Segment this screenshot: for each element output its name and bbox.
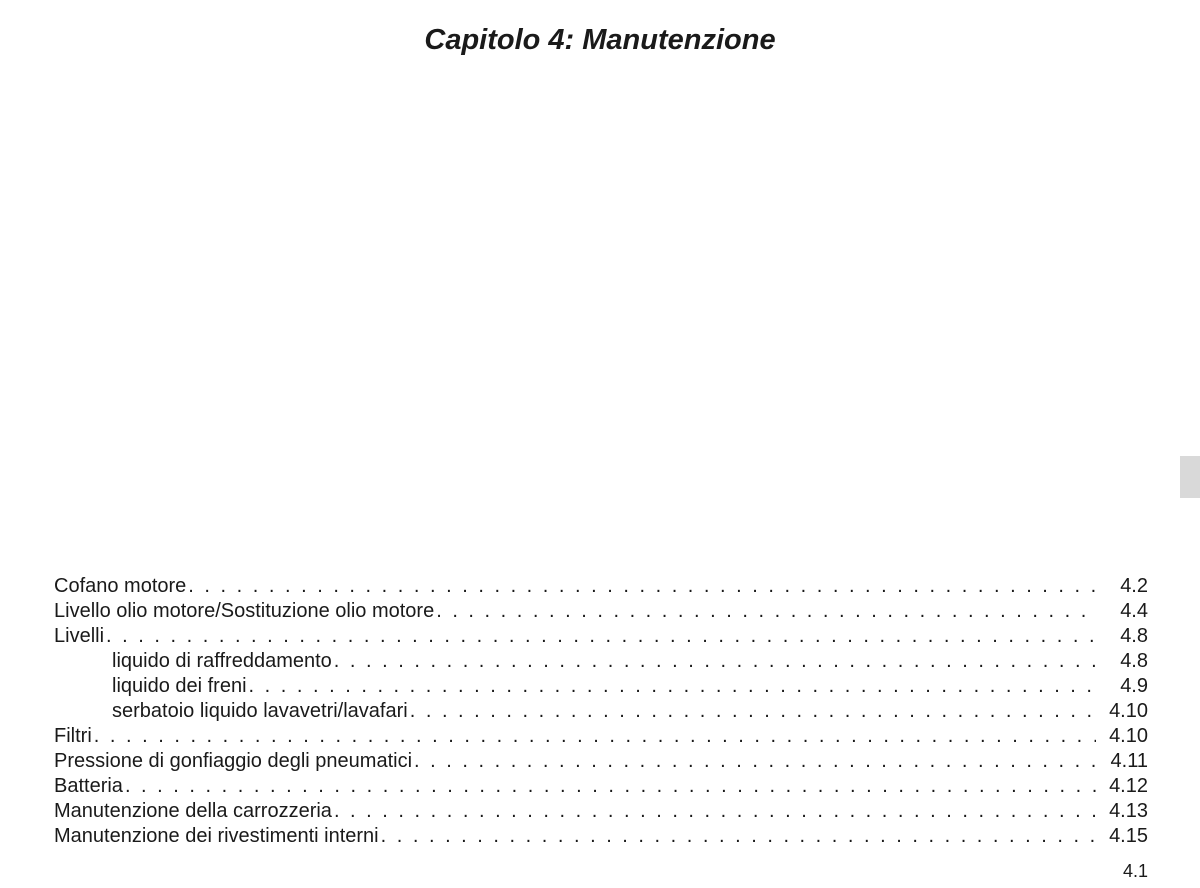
toc-entry-page: 4.11 — [1096, 749, 1148, 774]
toc-row: Manutenzione dei rivestimenti interni 4.1… — [54, 824, 1148, 849]
toc-entry-label: Batteria — [54, 774, 123, 799]
toc-row: serbatoio liquido lavavetri/lavafari 4.10 — [54, 699, 1148, 724]
table-of-contents: Cofano motore 4.2 Livello olio motore/Sost… — [54, 574, 1148, 849]
toc-row: Cofano motore 4.2 — [54, 574, 1148, 599]
toc-entry-page: 4.10 — [1096, 699, 1148, 724]
toc-leader-dots — [379, 824, 1096, 849]
toc-leader-dots — [104, 624, 1096, 649]
toc-entry-page: 4.15 — [1096, 824, 1148, 849]
toc-row: Filtri 4.10 — [54, 724, 1148, 749]
toc-row: Manutenzione della carrozzeria 4.13 — [54, 799, 1148, 824]
toc-leader-dots — [332, 799, 1096, 824]
toc-leader-dots — [92, 724, 1096, 749]
toc-row: Livelli 4.8 — [54, 624, 1148, 649]
section-thumb-tab — [1180, 456, 1200, 498]
toc-entry-label: Cofano motore — [54, 574, 186, 599]
toc-entry-label: liquido di raffreddamento — [54, 649, 332, 674]
toc-row: Livello olio motore/Sostituzione olio mo… — [54, 599, 1148, 624]
toc-leader-dots — [434, 599, 1096, 624]
toc-row: liquido dei freni 4.9 — [54, 674, 1148, 699]
toc-leader-dots — [186, 574, 1096, 599]
toc-row: liquido di raffreddamento 4.8 — [54, 649, 1148, 674]
toc-entry-page: 4.2 — [1096, 574, 1148, 599]
toc-entry-label: Pressione di gonfiaggio degli pneumatici — [54, 749, 412, 774]
toc-leader-dots — [408, 699, 1096, 724]
toc-entry-page: 4.8 — [1096, 624, 1148, 649]
document-page: Capitolo 4: Manutenzione Cofano motore 4.… — [0, 24, 1200, 888]
toc-entry-page: 4.8 — [1096, 649, 1148, 674]
toc-row: Pressione di gonfiaggio degli pneumatici… — [54, 749, 1148, 774]
toc-entry-page: 4.12 — [1096, 774, 1148, 799]
toc-leader-dots — [247, 674, 1096, 699]
toc-entry-label: Manutenzione della carrozzeria — [54, 799, 332, 824]
toc-entry-label: Filtri — [54, 724, 92, 749]
toc-entry-label: Livello olio motore/Sostituzione olio mo… — [54, 599, 434, 624]
toc-row: Batteria 4.12 — [54, 774, 1148, 799]
chapter-title: Capitolo 4: Manutenzione — [0, 24, 1200, 57]
toc-leader-dots — [123, 774, 1096, 799]
toc-entry-label: Manutenzione dei rivestimenti interni — [54, 824, 379, 849]
page-number: 4.1 — [1123, 861, 1148, 882]
toc-entry-label: serbatoio liquido lavavetri/lavafari — [54, 699, 408, 724]
toc-entry-page: 4.10 — [1096, 724, 1148, 749]
toc-entry-label: Livelli — [54, 624, 104, 649]
toc-entry-page: 4.9 — [1096, 674, 1148, 699]
toc-entry-page: 4.13 — [1096, 799, 1148, 824]
toc-entry-label: liquido dei freni — [54, 674, 247, 699]
toc-leader-dots — [412, 749, 1096, 774]
toc-leader-dots — [332, 649, 1096, 674]
toc-entry-page: 4.4 — [1096, 599, 1148, 624]
